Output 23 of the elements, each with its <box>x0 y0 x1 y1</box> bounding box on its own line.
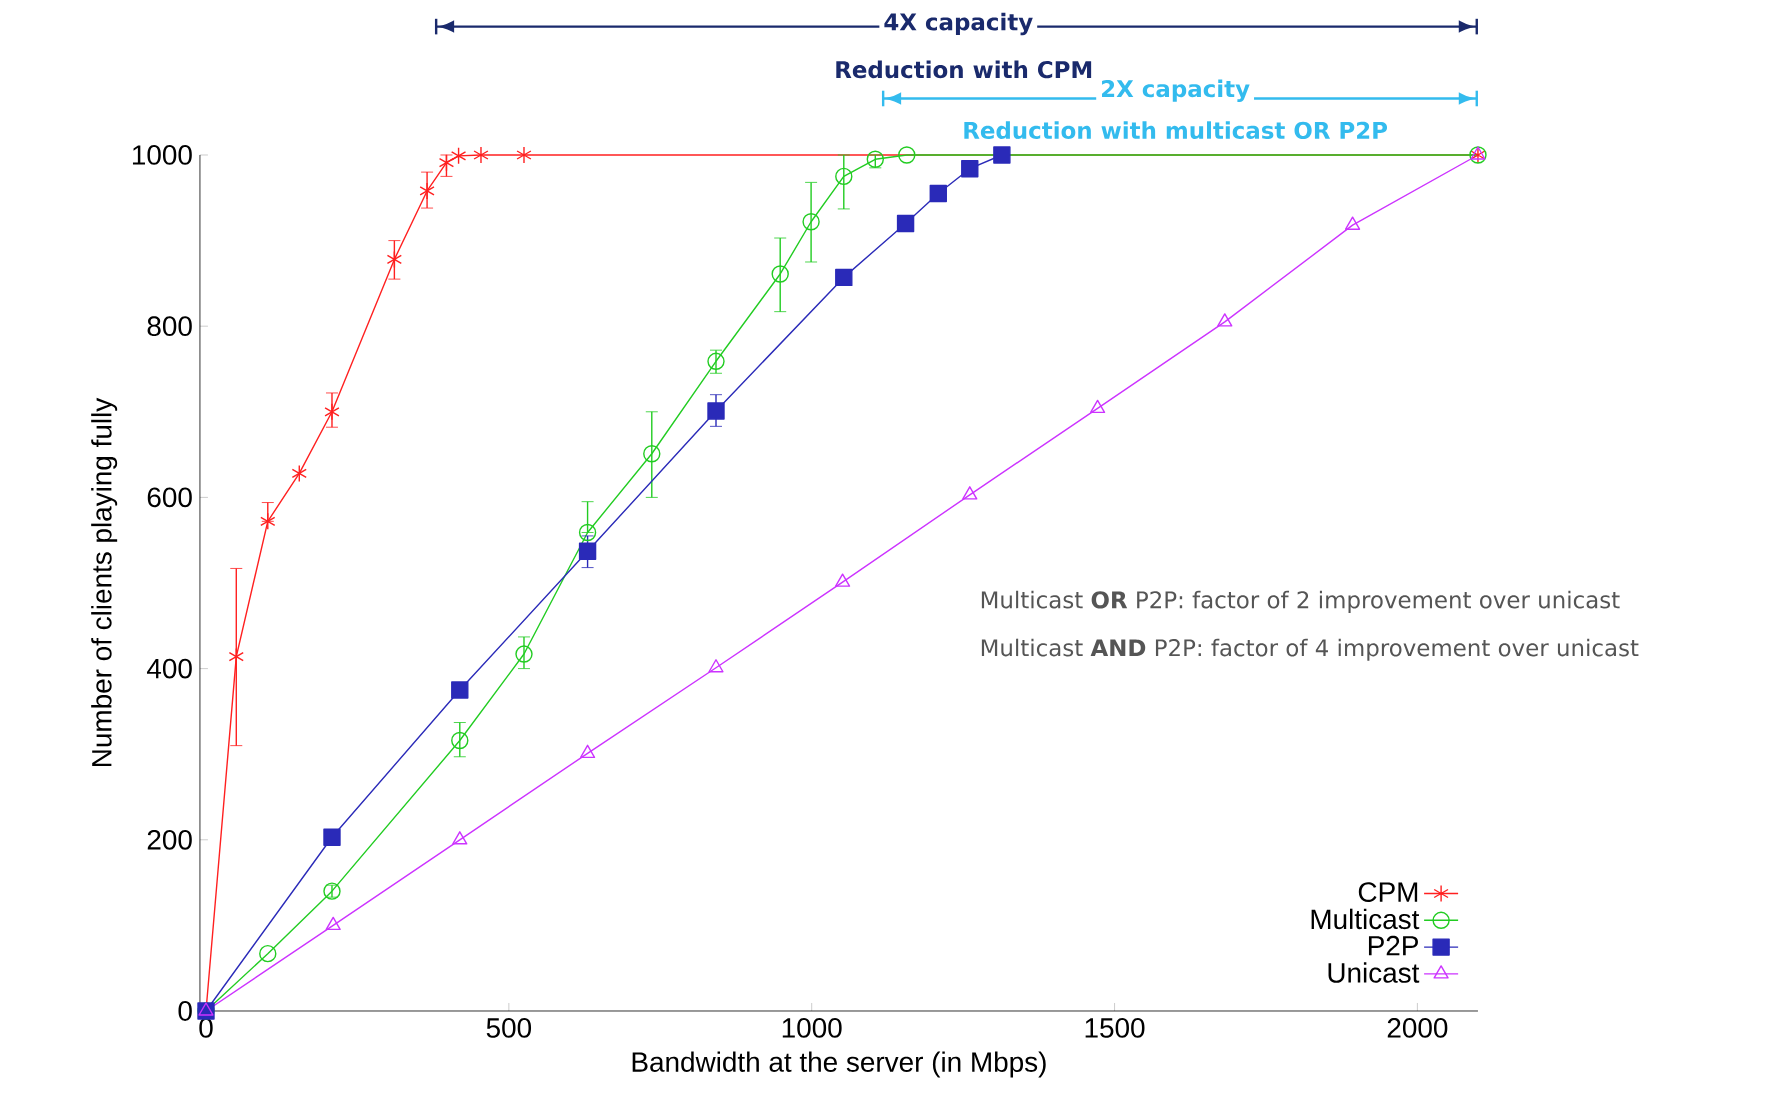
legend-label: Multicast <box>1311 908 1420 930</box>
y-tick-label: 400 <box>146 658 192 679</box>
annotation: Multicast OR P2P: factor of 2 improvement over unicast <box>981 590 1620 613</box>
x-tick-label: 1000 <box>782 1018 842 1038</box>
text: 4X capacity <box>884 12 1033 36</box>
text: 2X capacity <box>1102 79 1250 102</box>
x-tick-label: 1500 <box>1085 1018 1145 1038</box>
legend-label: Unicast <box>1328 962 1420 983</box>
x-tick-label: 0 <box>199 1018 213 1038</box>
x-tick-label: 500 <box>486 1018 532 1038</box>
legend-label: CPM <box>1358 882 1418 903</box>
x-tick-label: 2000 <box>1387 1018 1448 1038</box>
y-tick-label: 600 <box>147 487 192 508</box>
y-tick-label: 0 <box>178 1001 192 1021</box>
y-axis-title: Number of clients playing fully <box>91 397 118 766</box>
text: Reduction with multicast OR P2P <box>964 121 1388 140</box>
y-tick-label: 1000 <box>132 145 192 165</box>
y-tick-label: 800 <box>147 316 192 337</box>
text: Reduction with CPM <box>836 60 1092 79</box>
x-axis-title: Bandwidth at the server (in Mbps) <box>632 1051 1046 1078</box>
legend-label: P2P <box>1368 935 1418 956</box>
annotation: Multicast AND P2P: factor of 4 improvement over unicast <box>981 638 1639 661</box>
y-tick-label: 200 <box>147 829 192 850</box>
